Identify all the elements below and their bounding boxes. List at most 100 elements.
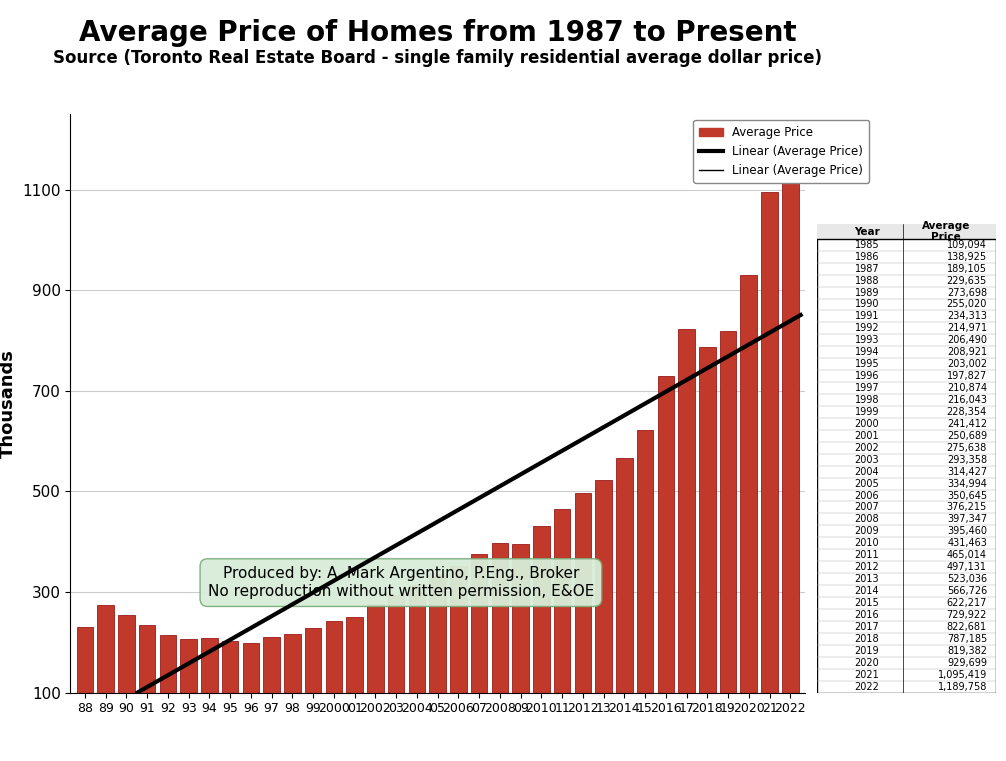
Bar (305, 628, 322, 743)
Text: 2009: 2009 (855, 527, 879, 537)
Text: 214,971: 214,971 (947, 323, 987, 333)
FancyBboxPatch shape (817, 224, 996, 239)
Text: 1986: 1986 (855, 252, 879, 262)
FancyBboxPatch shape (817, 224, 996, 693)
Text: 293,358: 293,358 (947, 454, 987, 465)
Text: 1992: 1992 (855, 323, 879, 333)
Text: 819,382: 819,382 (947, 646, 987, 656)
Bar (492, 543, 508, 743)
Text: Produced by: A. Mark Argentino, P.Eng., Broker
No reproduction without written p: Produced by: A. Mark Argentino, P.Eng., … (207, 566, 595, 599)
Text: 138,925: 138,925 (947, 252, 987, 262)
Text: 465,014: 465,014 (947, 550, 987, 560)
Bar (430, 575, 446, 743)
Bar (367, 604, 383, 743)
Text: Source (Toronto Real Estate Board - single family residential average dollar pri: Source (Toronto Real Estate Board - sing… (53, 49, 822, 68)
Text: 334,994: 334,994 (947, 479, 987, 489)
Bar (284, 634, 301, 743)
Text: 216,043: 216,043 (947, 395, 987, 405)
Text: 250,689: 250,689 (947, 431, 987, 441)
Text: 1987: 1987 (855, 263, 879, 274)
Text: 273,698: 273,698 (947, 288, 987, 298)
Text: 929,699: 929,699 (947, 658, 987, 667)
Text: 1989: 1989 (855, 288, 879, 298)
Text: 2005: 2005 (855, 479, 879, 489)
Text: 206,490: 206,490 (947, 336, 987, 345)
Text: 822,681: 822,681 (947, 622, 987, 632)
Text: 376,215: 376,215 (947, 502, 987, 512)
Legend: Average Price, Linear (Average Price), Linear (Average Price): Average Price, Linear (Average Price), L… (693, 120, 869, 183)
Bar (242, 643, 260, 743)
Text: 1997: 1997 (855, 383, 879, 393)
Text: 2012: 2012 (855, 562, 879, 572)
Bar (201, 638, 217, 743)
Text: 2021: 2021 (855, 670, 879, 680)
Text: 497,131: 497,131 (947, 562, 987, 572)
Text: 787,185: 787,185 (947, 634, 987, 644)
Bar (740, 275, 758, 743)
Text: 2014: 2014 (855, 586, 879, 596)
Text: Average Price of Homes from 1987 to Present: Average Price of Homes from 1987 to Pres… (78, 19, 797, 47)
Text: 314,427: 314,427 (947, 466, 987, 476)
Text: 1995: 1995 (855, 359, 879, 369)
Text: 2007: 2007 (855, 502, 879, 512)
Text: 197,827: 197,827 (947, 371, 987, 381)
Bar (98, 605, 114, 743)
Bar (222, 641, 238, 743)
Text: 1,095,419: 1,095,419 (938, 670, 987, 680)
Text: 2008: 2008 (855, 514, 879, 524)
Text: 566,726: 566,726 (947, 586, 987, 596)
Bar (719, 331, 736, 743)
Text: 1999: 1999 (855, 407, 879, 417)
Text: 1994: 1994 (855, 347, 879, 357)
Bar (574, 493, 592, 743)
Text: 2004: 2004 (855, 466, 879, 476)
Text: 2019: 2019 (855, 646, 879, 656)
Text: 395,460: 395,460 (947, 527, 987, 537)
Bar (180, 639, 197, 743)
Text: 1998: 1998 (855, 395, 879, 405)
Text: 431,463: 431,463 (947, 538, 987, 548)
Text: 1993: 1993 (855, 336, 879, 345)
Text: Year: Year (854, 227, 880, 237)
Text: 2017: 2017 (855, 622, 879, 632)
Text: 622,217: 622,217 (947, 598, 987, 608)
Text: 1991: 1991 (855, 311, 879, 321)
Text: 275,638: 275,638 (947, 443, 987, 453)
Bar (637, 430, 653, 743)
Text: 523,036: 523,036 (947, 574, 987, 584)
Text: 189,105: 189,105 (947, 263, 987, 274)
Text: Average
Price: Average Price (921, 221, 970, 243)
Text: 2022: 2022 (854, 682, 879, 692)
Bar (346, 616, 363, 743)
Text: 241,412: 241,412 (947, 419, 987, 429)
Text: 1988: 1988 (855, 275, 879, 285)
Bar (450, 566, 467, 743)
Bar (762, 192, 778, 743)
Text: 2020: 2020 (855, 658, 879, 667)
Text: 208,921: 208,921 (947, 347, 987, 357)
Bar (326, 622, 342, 743)
Text: 2018: 2018 (855, 634, 879, 644)
Text: 397,347: 397,347 (947, 514, 987, 524)
Text: 2011: 2011 (855, 550, 879, 560)
Bar (388, 595, 404, 743)
Bar (553, 509, 570, 743)
Bar (160, 635, 176, 743)
Bar (782, 145, 799, 743)
Text: 2003: 2003 (855, 454, 879, 465)
Y-axis label: Thousands: Thousands (0, 349, 17, 458)
Bar (616, 458, 633, 743)
Text: 1990: 1990 (855, 300, 879, 310)
Bar (678, 329, 695, 743)
Text: 1996: 1996 (855, 371, 879, 381)
Text: 2016: 2016 (855, 610, 879, 620)
Bar (512, 544, 529, 743)
Text: 109,094: 109,094 (947, 240, 987, 250)
Text: 228,354: 228,354 (947, 407, 987, 417)
Text: 350,645: 350,645 (947, 491, 987, 501)
Text: 2010: 2010 (855, 538, 879, 548)
Text: 2001: 2001 (855, 431, 879, 441)
Bar (596, 479, 612, 743)
Text: 234,313: 234,313 (947, 311, 987, 321)
Bar (471, 553, 487, 743)
